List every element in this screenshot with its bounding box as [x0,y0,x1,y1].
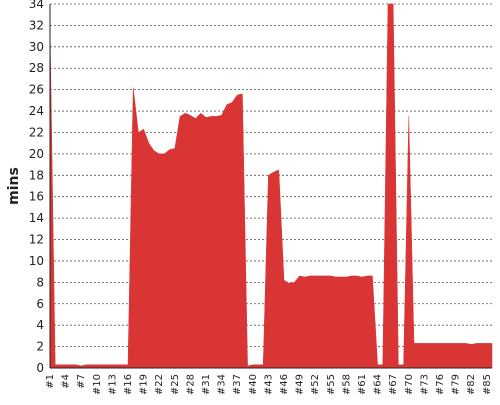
y-tick-label: 2 [36,340,44,354]
series-area-group [49,3,493,369]
x-tick-label: #34 [217,374,228,395]
x-tick-label: #52 [310,374,321,395]
x-tick-label: #4 [61,374,72,389]
x-tick-label: #79 [451,374,462,395]
y-tick-label: 10 [29,254,44,268]
x-tick-label: #58 [341,374,352,395]
x-tick-label: #16 [123,374,134,395]
y-tick-label: 26 [29,83,44,97]
series-area [49,3,493,369]
x-tick-label: #85 [482,374,493,395]
x-tick-label: #70 [404,374,415,395]
y-tick-label: 8 [36,275,44,289]
y-tick-label: 20 [29,147,44,161]
x-tick-label: #13 [107,374,118,395]
x-tick-label: #22 [154,374,165,395]
y-tick-label: 14 [29,211,44,225]
x-tick-label: #1 [45,374,56,389]
y-tick-label: 32 [29,18,44,32]
x-tick-label: #73 [419,374,430,395]
x-tick-label: #64 [373,374,384,395]
y-tick-label: 6 [36,297,44,311]
x-tick-label: #7 [76,374,87,389]
x-tick-label: #82 [466,374,477,395]
x-tick-label: #31 [201,374,212,395]
x-tick-label: #67 [388,374,399,395]
x-tick-label: #46 [279,374,290,395]
y-tick-label: 24 [29,104,44,118]
x-tick-label: #55 [326,374,337,395]
x-tick-label: #28 [185,374,196,395]
x-tick-label: #76 [435,374,446,395]
y-axis-label: mins [6,167,22,205]
x-tick-label: #10 [92,374,103,395]
x-tick-label: #19 [139,374,150,395]
y-tick-label: 0 [36,361,44,375]
axes [49,4,492,369]
y-tick-label: 18 [29,168,44,182]
y-tick-label: 12 [29,233,44,247]
y-tick-label: 28 [29,61,44,75]
x-tick-label: #61 [357,374,368,395]
x-tick-labels: #1 #4 #7 #10 #13 #16 #19 #22 #25 #28 #31 #34 #37 #40 #… [45,374,493,395]
x-tick-label: #25 [170,374,181,395]
y-tick-label: 4 [36,318,44,332]
x-tick-label: #43 [263,374,274,395]
y-tick-label: 22 [29,125,44,139]
x-tick-label: #37 [232,374,243,395]
y-tick-label: 34 [29,0,44,11]
y-tick-label: 30 [29,40,44,54]
x-tick-label: #40 [248,374,259,395]
x-tick-label: #49 [295,374,306,395]
y-tick-label: 16 [29,190,44,204]
